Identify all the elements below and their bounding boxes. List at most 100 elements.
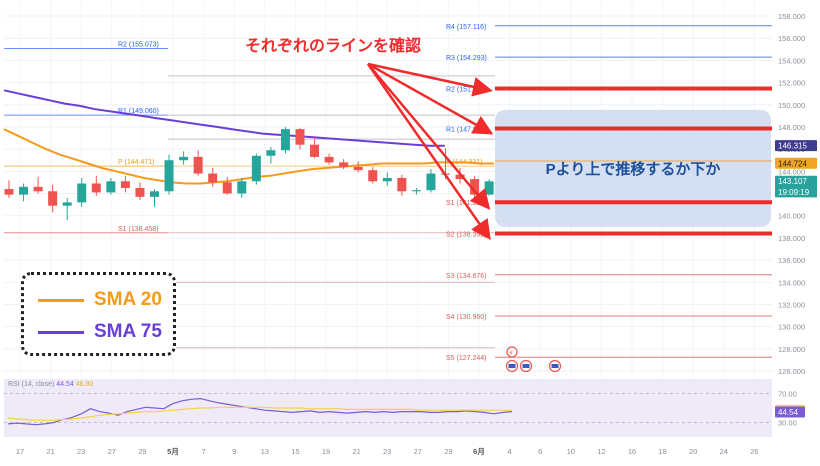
event-icons: ⚡	[505, 346, 562, 373]
candle-body	[411, 190, 421, 192]
price-tick-label: 158.000	[778, 12, 805, 21]
time-tick-label: 16	[628, 447, 636, 456]
pivot-zone-highlight	[495, 110, 771, 227]
price-tick-label: 144.000	[778, 167, 805, 176]
price-axis: 158.000 156.000 154.000 152.000 150.000 148.0…	[775, 12, 817, 376]
time-tick-label: 7	[202, 447, 206, 456]
rsi-badge	[775, 406, 805, 418]
annotation-arrow	[367, 63, 491, 210]
candle-body	[310, 144, 320, 157]
candle-body	[382, 177, 392, 182]
annotation-arrow	[366, 63, 491, 241]
legend-label-sma20: SMA 20	[94, 289, 162, 310]
price-tick-label: 136.000	[778, 256, 805, 265]
price-badge-label: 143.107	[778, 177, 807, 186]
us-flag-fill	[551, 364, 559, 368]
pivot-label-prior-R2: R2 (155.073)	[118, 41, 159, 48]
price-badge-label: 144.724	[778, 159, 807, 168]
price-tick-label: 152.000	[778, 79, 805, 88]
candle-body	[324, 156, 334, 163]
rsi-ma-line	[7, 406, 512, 421]
candle-body	[62, 202, 72, 206]
candle-body	[193, 156, 203, 174]
pivot-label-R4: R4 (157.116)	[446, 24, 486, 31]
sma20-line	[3, 128, 494, 185]
rsi-line	[7, 397, 513, 426]
pivot-label-S3: S3 (134.676)	[446, 273, 486, 280]
candle-body	[426, 173, 436, 191]
rsi-value: 44.54	[56, 381, 75, 388]
time-tick-label: 13	[261, 447, 269, 456]
candle-body	[237, 181, 247, 194]
time-tick-label: 6月	[473, 447, 485, 456]
annotation-arrows	[366, 62, 494, 241]
price-tick-label: 128.000	[778, 345, 805, 354]
candle-body	[77, 183, 87, 203]
rsi-label: RSI (14, close)	[8, 381, 56, 388]
annotation-arrow	[367, 62, 494, 135]
lightning-icon	[506, 346, 518, 358]
time-tick-label: 17	[16, 447, 24, 456]
sma-legend: SMA 20 SMA 75	[21, 272, 176, 356]
candle-body	[179, 156, 189, 161]
time-tick-label: 23	[383, 447, 391, 456]
pivot-label-prior-S1: S1 (138.458)	[118, 226, 158, 233]
candle-body	[208, 173, 218, 183]
time-tick-label: 24	[720, 447, 728, 456]
legend-label-sma75: SMA 75	[94, 321, 162, 342]
time-tick-label: 9	[232, 447, 236, 456]
legend-item-sma20: SMA 20	[38, 289, 162, 311]
pivot-label-prior-P: P (144.471)	[118, 159, 154, 166]
time-tick-label: 12	[597, 447, 605, 456]
time-tick-label: 6	[538, 447, 542, 456]
candle-body	[280, 129, 290, 151]
price-badge	[775, 140, 817, 152]
price-tick-label: 134.000	[778, 278, 805, 287]
time-tick-label: 29	[138, 447, 146, 456]
candle-body	[222, 182, 232, 194]
price-tick-label: 130.000	[778, 323, 805, 332]
price-badge	[775, 186, 817, 198]
legend-swatch-sma75	[38, 330, 84, 334]
lightning-glyph: ⚡	[509, 350, 514, 358]
time-tick-label: 26	[750, 447, 758, 456]
time-tick-label: 18	[658, 447, 666, 456]
legend-item-sma75: SMA 75	[38, 321, 162, 343]
time-tick-label: 19	[322, 447, 330, 456]
candle-body	[120, 181, 130, 188]
pivot-levels-mid	[168, 75, 495, 349]
candle-body	[368, 170, 378, 182]
price-tick-label: 154.000	[778, 56, 805, 65]
candles	[4, 126, 494, 221]
rsi-pane: 70.00 30.00 RSI (14, close) 44.54 46.8046.…	[4, 379, 805, 437]
us-flag-fill	[522, 364, 530, 368]
candle-body	[266, 150, 276, 156]
candle-body	[455, 174, 465, 180]
pivot-levels-prior: R2 (155.073) R1 (149.060) P (144.471) S1 (1…	[4, 41, 168, 234]
candle-body	[397, 177, 407, 192]
candle-body	[484, 181, 494, 195]
annotation-box-text: Pより上で推移するか下か	[546, 160, 721, 178]
pivot-label-S4: S4 (130.960)	[446, 314, 486, 321]
price-badge	[775, 157, 817, 169]
rsi-tick-label: 70.00	[778, 390, 797, 399]
candle-body	[339, 162, 349, 167]
time-tick-label: 20	[689, 447, 697, 456]
time-tick-label: 10	[567, 447, 575, 456]
candle-body	[33, 186, 43, 192]
price-tick-label: 156.000	[778, 34, 805, 43]
rsi-title: RSI (14, close) 44.54 46.80	[8, 381, 93, 388]
candle-body	[48, 191, 58, 206]
price-badge-label: 146.315	[778, 142, 807, 151]
time-axis: 17 21 23 27 29 5月 7 9 13 15 19 21 23 27 29 6月 4 6 10 12 16 18…	[16, 447, 759, 456]
time-tick-label: 27	[108, 447, 116, 456]
price-tick-label: 148.000	[778, 123, 805, 132]
pivot-label-R2: R2 (151.470)	[446, 86, 487, 93]
candle-body	[251, 155, 261, 182]
rsi-ma-value: 46.80	[76, 381, 94, 388]
annotation-headline: それぞれのラインを確認	[245, 36, 421, 55]
price-tick-label: 126.000	[778, 367, 805, 376]
rsi-band	[4, 379, 772, 437]
